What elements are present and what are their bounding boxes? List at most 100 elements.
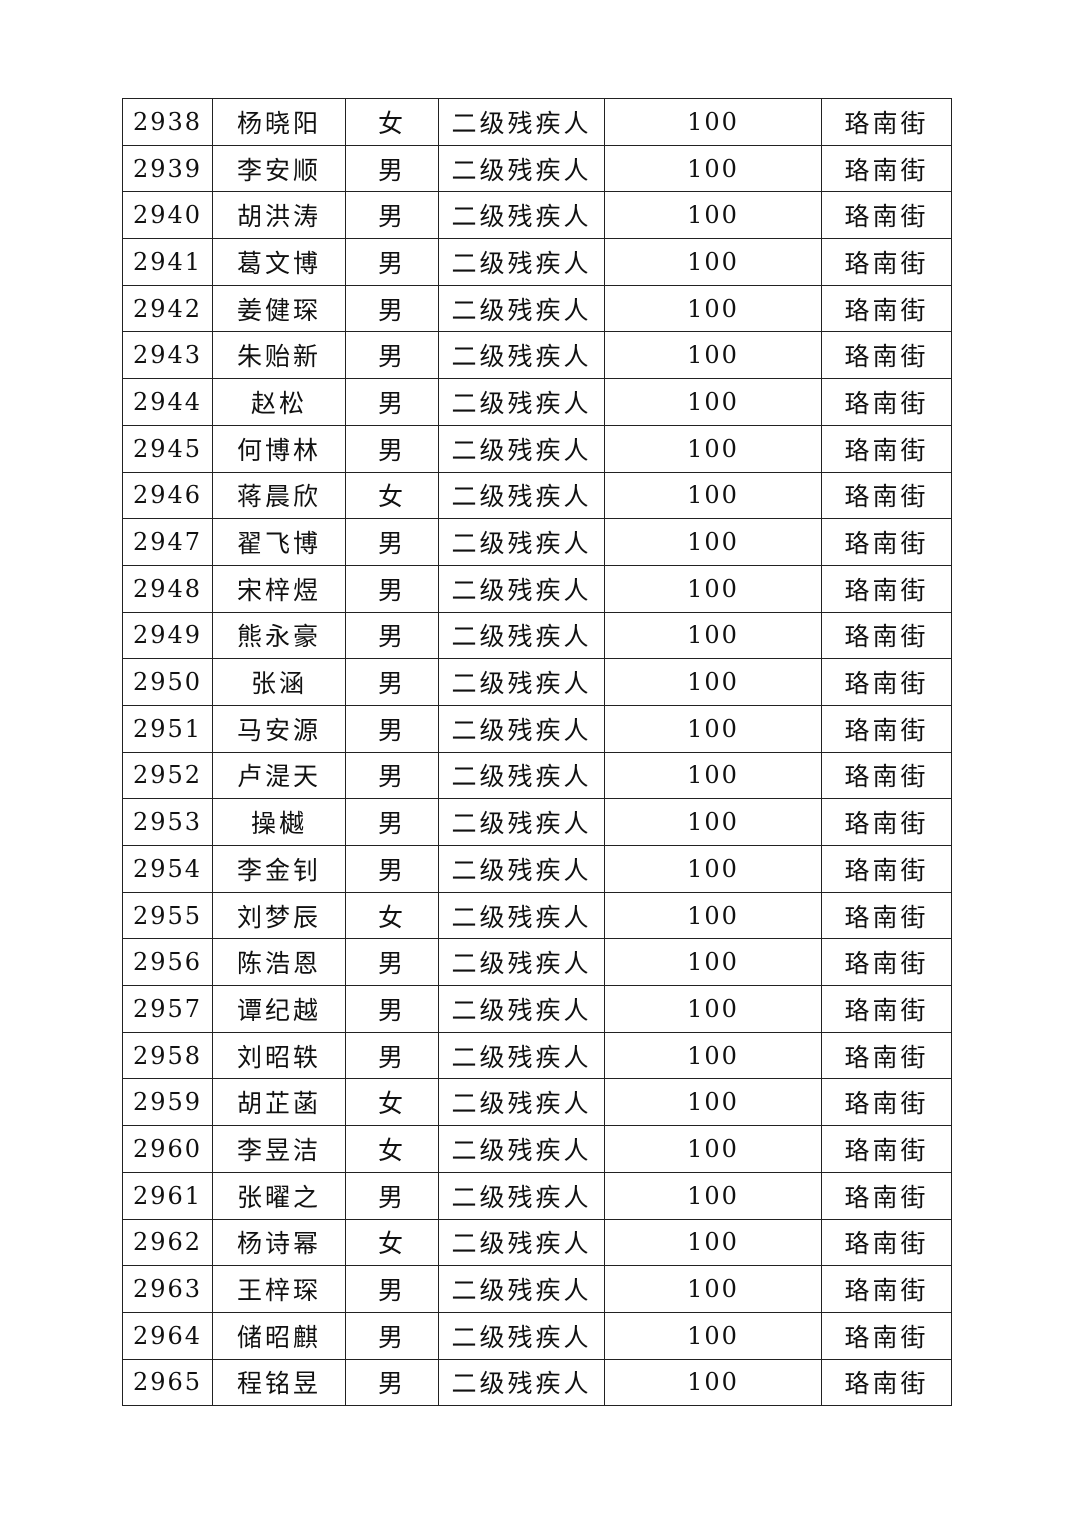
cell-row-number: 2946 [122, 471, 213, 520]
cell-street: 珞南街 [821, 471, 952, 520]
cell-name: 何博林 [212, 424, 346, 473]
cell-street: 珞南街 [821, 658, 952, 706]
cell-gender: 男 [345, 751, 439, 800]
cell-disability-level: 二级残疾人 [438, 611, 605, 660]
cell-name: 张曜之 [212, 1171, 346, 1220]
cell-gender: 男 [345, 424, 439, 473]
cell-row-number: 2960 [122, 1125, 213, 1173]
cell-amount: 100 [604, 985, 822, 1033]
cell-gender: 男 [345, 284, 439, 333]
cell-gender: 男 [345, 938, 439, 987]
cell-name: 姜健琛 [212, 284, 346, 333]
cell-street: 珞南街 [821, 331, 952, 380]
cell-amount: 100 [604, 331, 822, 380]
cell-disability-level: 二级残疾人 [438, 751, 605, 800]
cell-name: 杨晓阳 [212, 98, 346, 146]
table-row: 2956 陈浩恩男二级残疾人 100 珞南街 [122, 938, 952, 987]
cell-gender: 男 [345, 331, 439, 380]
table-row: 2963 王梓琛男二级残疾人 100 珞南街 [122, 1265, 952, 1313]
cell-amount: 100 [604, 1031, 822, 1080]
cell-disability-level: 二级残疾人 [438, 424, 605, 473]
cell-street: 珞南街 [821, 191, 952, 240]
disability-subsidy-table: 2938 杨晓阳女二级残疾人 100 珞南街 2939 李安顺男二级残疾人 100 珞南街 29… [122, 98, 952, 1407]
cell-amount: 100 [604, 564, 822, 613]
cell-name: 程铭昱 [212, 1358, 346, 1407]
cell-disability-level: 二级残疾人 [438, 1031, 605, 1080]
cell-amount: 100 [604, 284, 822, 333]
cell-street: 珞南街 [821, 424, 952, 473]
cell-disability-level: 二级残疾人 [438, 985, 605, 1033]
cell-amount: 100 [604, 751, 822, 800]
cell-disability-level: 二级残疾人 [438, 891, 605, 940]
cell-row-number: 2965 [122, 1358, 213, 1407]
table-row: 2961 张曜之男二级残疾人 100 珞南街 [122, 1171, 952, 1220]
table-row: 2958 刘昭轶男二级残疾人 100 珞南街 [122, 1031, 952, 1080]
cell-name: 卢湜天 [212, 751, 346, 800]
cell-row-number: 2951 [122, 704, 213, 753]
cell-name: 宋梓煜 [212, 564, 346, 613]
cell-gender: 男 [345, 238, 439, 286]
cell-name: 翟飞博 [212, 518, 346, 566]
cell-row-number: 2959 [122, 1078, 213, 1127]
cell-row-number: 2949 [122, 611, 213, 660]
cell-disability-level: 二级残疾人 [438, 1358, 605, 1407]
cell-amount: 100 [604, 98, 822, 146]
cell-street: 珞南街 [821, 284, 952, 333]
cell-street: 珞南街 [821, 611, 952, 660]
cell-row-number: 2942 [122, 284, 213, 333]
cell-row-number: 2958 [122, 1031, 213, 1080]
cell-row-number: 2961 [122, 1171, 213, 1220]
table-row: 2947 翟飞博男二级残疾人 100 珞南街 [122, 518, 952, 566]
cell-name: 杨诗幂 [212, 1218, 346, 1267]
cell-amount: 100 [604, 471, 822, 520]
cell-name: 张涵 [212, 658, 346, 706]
cell-gender: 男 [345, 658, 439, 706]
cell-row-number: 2954 [122, 845, 213, 893]
cell-street: 珞南街 [821, 378, 952, 426]
cell-gender: 男 [345, 845, 439, 893]
cell-disability-level: 二级残疾人 [438, 378, 605, 426]
cell-street: 珞南街 [821, 985, 952, 1033]
cell-disability-level: 二级残疾人 [438, 704, 605, 753]
cell-gender: 男 [345, 1311, 439, 1360]
table-row: 2943 朱贻新男二级残疾人 100 珞南街 [122, 331, 952, 380]
cell-amount: 100 [604, 1311, 822, 1360]
cell-name: 储昭麒 [212, 1311, 346, 1360]
table-row: 2938 杨晓阳女二级残疾人 100 珞南街 [122, 98, 952, 146]
cell-row-number: 2947 [122, 518, 213, 566]
cell-row-number: 2944 [122, 378, 213, 426]
cell-gender: 男 [345, 144, 439, 193]
cell-gender: 男 [345, 611, 439, 660]
cell-street: 珞南街 [821, 845, 952, 893]
cell-name: 陈浩恩 [212, 938, 346, 987]
table-row: 2939 李安顺男二级残疾人 100 珞南街 [122, 144, 952, 193]
cell-amount: 100 [604, 611, 822, 660]
cell-amount: 100 [604, 798, 822, 846]
cell-row-number: 2963 [122, 1265, 213, 1313]
cell-disability-level: 二级残疾人 [438, 658, 605, 706]
table-row: 2965 程铭昱男二级残疾人 100 珞南街 [122, 1358, 952, 1407]
cell-row-number: 2962 [122, 1218, 213, 1267]
cell-gender: 男 [345, 798, 439, 846]
cell-amount: 100 [604, 704, 822, 753]
table-row: 2957 谭纪越男二级残疾人 100 珞南街 [122, 985, 952, 1033]
cell-amount: 100 [604, 518, 822, 566]
cell-row-number: 2956 [122, 938, 213, 987]
cell-street: 珞南街 [821, 1171, 952, 1220]
cell-row-number: 2940 [122, 191, 213, 240]
cell-street: 珞南街 [821, 1125, 952, 1173]
cell-row-number: 2945 [122, 424, 213, 473]
cell-amount: 100 [604, 1265, 822, 1313]
cell-amount: 100 [604, 1125, 822, 1173]
cell-disability-level: 二级残疾人 [438, 1218, 605, 1267]
cell-gender: 男 [345, 1171, 439, 1220]
table-row: 2962 杨诗幂女二级残疾人 100 珞南街 [122, 1218, 952, 1267]
cell-disability-level: 二级残疾人 [438, 1265, 605, 1313]
cell-name: 刘昭轶 [212, 1031, 346, 1080]
table-row: 2940 胡洪涛男二级残疾人 100 珞南街 [122, 191, 952, 240]
table-row: 2960 李昱洁女二级残疾人 100 珞南街 [122, 1125, 952, 1173]
cell-name: 蒋晨欣 [212, 471, 346, 520]
cell-gender: 女 [345, 1078, 439, 1127]
cell-disability-level: 二级残疾人 [438, 564, 605, 613]
cell-disability-level: 二级残疾人 [438, 238, 605, 286]
